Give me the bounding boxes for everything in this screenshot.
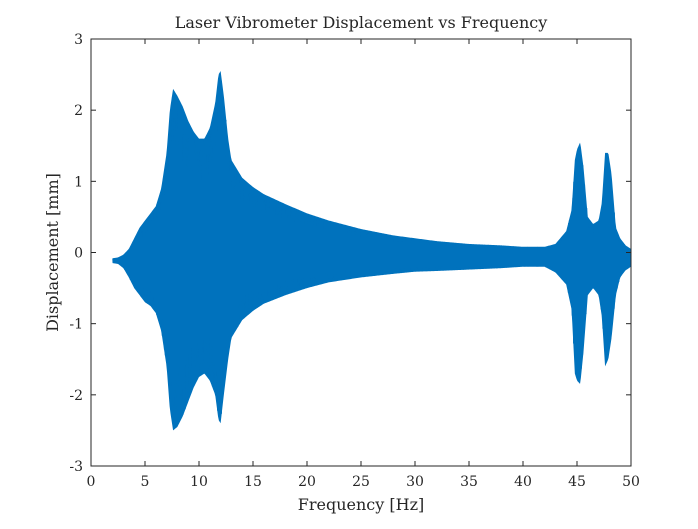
x-tick-label: 0 bbox=[87, 474, 96, 490]
chart-title: Laser Vibrometer Displacement vs Frequen… bbox=[175, 13, 548, 32]
y-tick-label: -2 bbox=[69, 388, 83, 404]
y-axis-label: Displacement [mm] bbox=[43, 173, 62, 332]
y-tick-label: 2 bbox=[74, 103, 83, 119]
y-axis-ticks: -3 -2 -1 0 1 2 3 bbox=[69, 32, 631, 475]
x-tick-label: 35 bbox=[460, 474, 478, 490]
x-tick-label: 10 bbox=[190, 474, 208, 490]
series-layer bbox=[112, 71, 632, 431]
x-tick-label: 5 bbox=[141, 474, 150, 490]
x-tick-label: 50 bbox=[622, 474, 640, 490]
y-tick-label: 3 bbox=[74, 32, 83, 48]
x-tick-label: 45 bbox=[568, 474, 586, 490]
y-tick-label: 1 bbox=[74, 174, 83, 190]
x-tick-label: 20 bbox=[298, 474, 316, 490]
x-tick-label: 40 bbox=[514, 474, 532, 490]
x-axis-ticks: 0 5 10 15 20 25 30 35 40 45 50 bbox=[87, 39, 640, 490]
x-tick-label: 30 bbox=[406, 474, 424, 490]
x-tick-label: 15 bbox=[244, 474, 262, 490]
y-tick-label: 0 bbox=[74, 246, 83, 262]
series-line bbox=[112, 75, 632, 422]
y-tick-label: -3 bbox=[69, 459, 83, 475]
x-tick-label: 25 bbox=[352, 474, 370, 490]
x-axis-label: Frequency [Hz] bbox=[298, 495, 425, 514]
y-tick-label: -1 bbox=[69, 317, 83, 333]
